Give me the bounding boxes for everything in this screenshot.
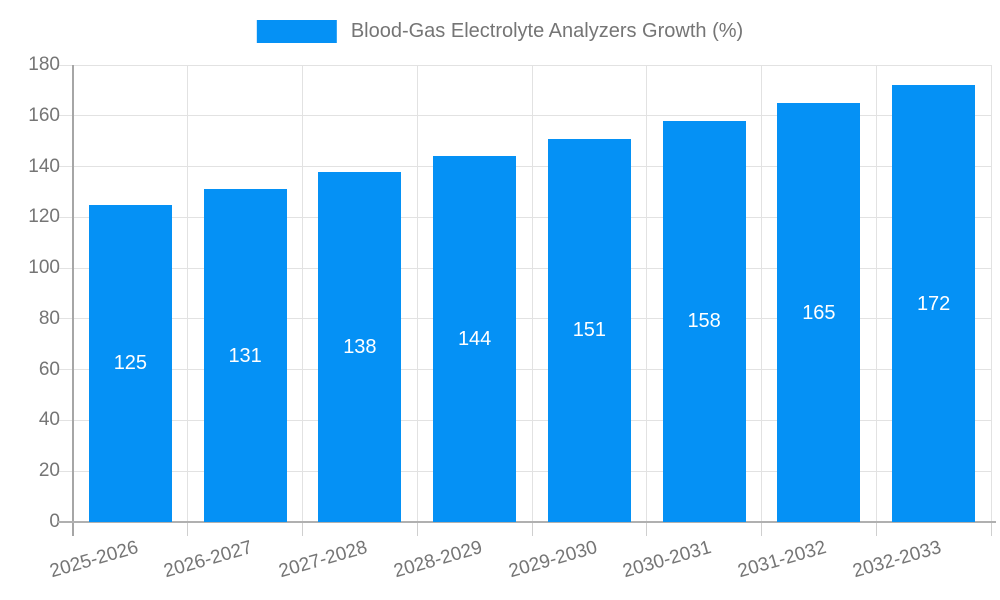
bar[interactable] [318, 171, 402, 522]
x-tick-label: 2029-2030 [506, 537, 600, 583]
x-tick-label: 2030-2031 [620, 537, 714, 583]
y-tick-label: 120 [28, 206, 60, 228]
bar-value-label: 151 [572, 319, 607, 342]
gridline-horizontal [58, 318, 991, 320]
gridline-vertical [990, 65, 992, 522]
x-tick-label: 2025-2026 [47, 537, 141, 583]
legend-swatch [256, 20, 337, 43]
bar-value-label: 172 [916, 292, 951, 315]
bar-value-label: 138 [343, 335, 377, 358]
x-axis-tick [990, 522, 992, 536]
gridline-horizontal [58, 369, 991, 371]
x-axis-tick [302, 522, 303, 536]
y-tick-label: 80 [38, 307, 60, 329]
y-tick-label: 160 [28, 104, 60, 126]
bar-value-label: 125 [113, 352, 148, 375]
x-axis-line [58, 521, 996, 523]
x-tick-label: 2032-2033 [850, 537, 944, 583]
x-axis-tick [187, 522, 189, 536]
gridline-horizontal [58, 166, 991, 168]
gridline-horizontal [58, 64, 991, 66]
legend[interactable]: Blood-Gas Electrolyte Analyzers Growth (… [256, 20, 744, 43]
gridline-vertical [875, 65, 877, 522]
gridline-vertical [302, 65, 303, 522]
x-axis-tick [646, 522, 648, 536]
bar-value-label: 165 [802, 301, 836, 324]
gridline-vertical [646, 65, 648, 522]
gridline-vertical [187, 65, 189, 522]
bar[interactable] [892, 85, 976, 522]
x-axis-tick [761, 522, 762, 536]
gridline-horizontal [58, 115, 991, 117]
x-axis-tick [531, 522, 533, 536]
gridline-vertical [416, 65, 418, 522]
x-tick-label: 2031-2032 [735, 537, 829, 583]
bar[interactable] [203, 189, 287, 522]
bar[interactable] [777, 103, 861, 522]
bar-value-label: 158 [687, 310, 721, 333]
y-tick-label: 20 [38, 460, 60, 482]
y-tick-label: 100 [28, 257, 60, 279]
y-tick-label: 0 [49, 511, 60, 532]
bar[interactable] [662, 120, 746, 522]
gridline-vertical [761, 65, 762, 522]
y-tick-label: 60 [38, 358, 60, 380]
x-axis-tick [875, 522, 877, 536]
y-tick-label: 40 [38, 409, 60, 431]
y-axis-line [72, 65, 74, 536]
y-tick-label: 180 [28, 54, 60, 75]
gridline-horizontal [58, 419, 991, 421]
x-axis-tick [416, 522, 418, 536]
bar[interactable] [547, 138, 631, 522]
bar[interactable] [88, 204, 172, 522]
y-tick-label: 140 [28, 155, 60, 177]
x-tick-label: 2028-2029 [391, 537, 485, 583]
legend-label: Blood-Gas Electrolyte Analyzers Growth (… [350, 20, 744, 42]
x-tick-label: 2026-2027 [161, 537, 255, 583]
gridline-vertical [531, 65, 533, 522]
gridline-horizontal [58, 216, 991, 218]
gridline-horizontal [58, 267, 991, 269]
bar-value-label: 131 [228, 344, 262, 367]
bar[interactable] [433, 156, 517, 522]
gridline-horizontal [58, 470, 991, 472]
bar-value-label: 144 [457, 328, 492, 351]
x-tick-label: 2027-2028 [276, 537, 370, 583]
